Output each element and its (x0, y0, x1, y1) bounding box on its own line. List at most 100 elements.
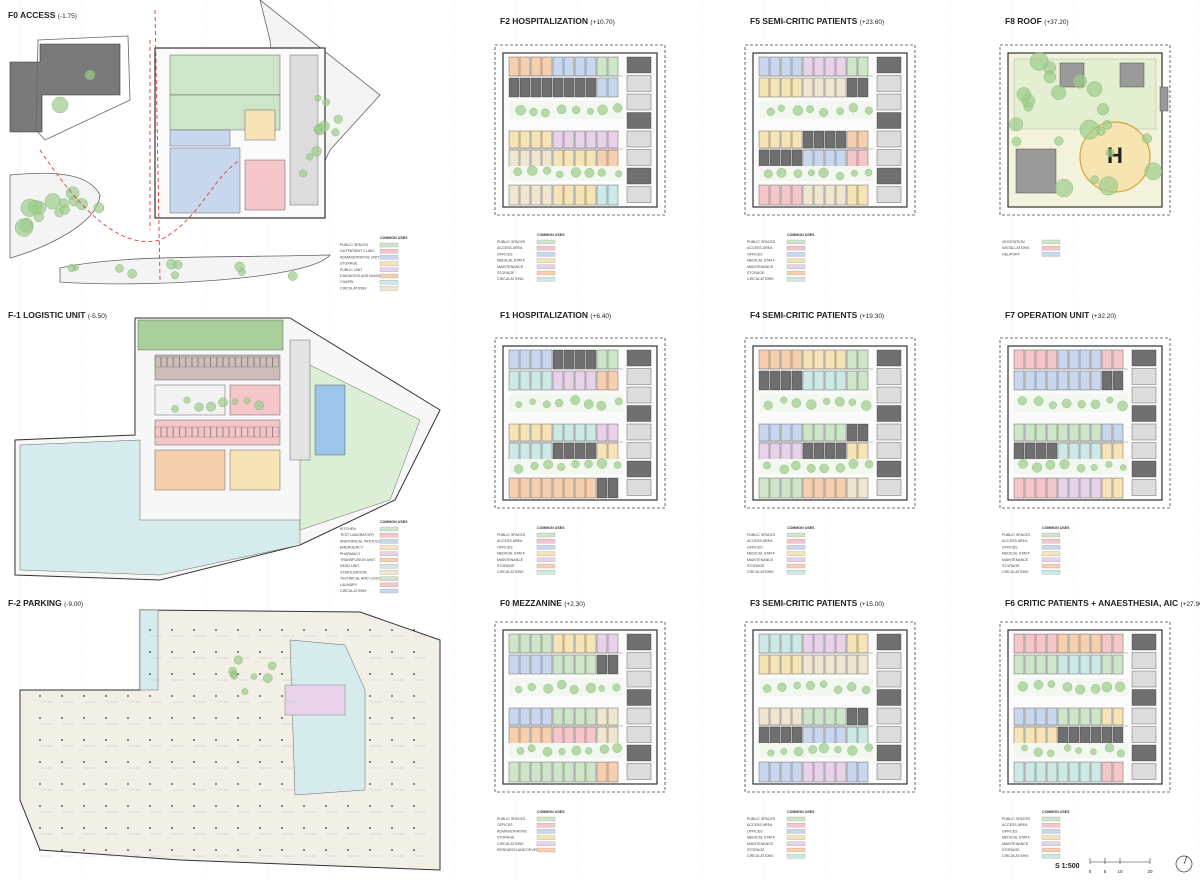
room (1079, 423, 1091, 442)
tree (1090, 748, 1097, 755)
room-cell (161, 426, 167, 438)
legend-label: STORAGE (747, 848, 765, 852)
tree (1077, 464, 1086, 473)
room (552, 149, 564, 168)
room (802, 184, 814, 206)
tree (1105, 460, 1113, 468)
room (758, 477, 770, 499)
legend-label: OFFICES (497, 545, 513, 549)
tree (1144, 162, 1162, 180)
tree (1047, 749, 1055, 757)
legend-label: STORAGE (1002, 848, 1020, 852)
legend-swatch (536, 277, 556, 282)
column (105, 805, 107, 807)
service-room (876, 763, 902, 780)
room (835, 149, 847, 168)
room (530, 149, 542, 168)
column (281, 717, 283, 719)
room (857, 633, 869, 654)
tree (1033, 396, 1044, 406)
legend-swatch (536, 258, 556, 263)
room-cell (247, 356, 254, 368)
room (813, 761, 825, 783)
room (1112, 726, 1124, 745)
service-room (1131, 763, 1157, 780)
room (835, 477, 847, 499)
column (325, 805, 327, 807)
room (552, 654, 564, 675)
column (127, 827, 129, 829)
room (835, 654, 847, 675)
room (508, 726, 520, 745)
legend-swatch (1041, 835, 1061, 840)
service-room (626, 707, 652, 725)
column (259, 673, 261, 675)
service-room (876, 744, 902, 762)
panel-level: (+19.30) (860, 313, 884, 320)
column (391, 629, 393, 631)
tree (764, 169, 773, 179)
panel-title: F5 SEMI-CRITIC PATIENTS (+23.60) (750, 16, 884, 26)
tree (58, 198, 69, 209)
tree (571, 459, 580, 469)
service-zone (19, 439, 301, 576)
legend-label: STERILIZATION (340, 570, 367, 574)
tree (596, 400, 607, 411)
room (1079, 726, 1091, 745)
tree (527, 744, 536, 753)
room (1024, 349, 1036, 370)
column (83, 783, 85, 785)
tree (864, 168, 873, 177)
room (530, 184, 542, 206)
tree (14, 218, 34, 237)
room (607, 184, 619, 206)
tree (851, 169, 858, 177)
legend-swatch (379, 551, 399, 556)
room (508, 707, 520, 726)
service-room (876, 75, 902, 92)
column (259, 629, 261, 631)
column (259, 651, 261, 653)
room (791, 130, 803, 149)
room (791, 370, 803, 391)
column (237, 739, 239, 741)
tree (1059, 459, 1070, 470)
room (1068, 707, 1080, 726)
courtyard (759, 101, 873, 119)
room (1101, 707, 1113, 726)
room (769, 370, 781, 391)
column (303, 629, 305, 631)
room (519, 442, 531, 461)
plan-outline (744, 621, 916, 793)
room (802, 477, 814, 499)
room (530, 654, 542, 675)
legend-swatch (786, 258, 806, 263)
column (369, 827, 371, 829)
panel-level: (+15.00) (860, 601, 884, 608)
tree (1097, 103, 1109, 116)
tree (792, 105, 804, 116)
room (846, 370, 858, 391)
legend-swatch (1041, 829, 1061, 834)
tree (263, 673, 273, 683)
room (780, 56, 792, 77)
legend-swatch (1041, 551, 1061, 556)
tree (779, 464, 790, 475)
room (758, 726, 770, 745)
service-room (626, 460, 652, 478)
tree (1061, 398, 1072, 409)
room (519, 423, 531, 442)
room (846, 184, 858, 206)
tree (1043, 70, 1057, 84)
room-cell (216, 356, 223, 368)
column (171, 849, 173, 851)
tree (530, 462, 539, 470)
room (508, 184, 520, 206)
room (563, 370, 575, 391)
room (802, 633, 814, 654)
room (758, 370, 770, 391)
tree (305, 153, 314, 161)
room (585, 761, 597, 783)
tree (613, 103, 623, 113)
room-cell (241, 356, 248, 368)
